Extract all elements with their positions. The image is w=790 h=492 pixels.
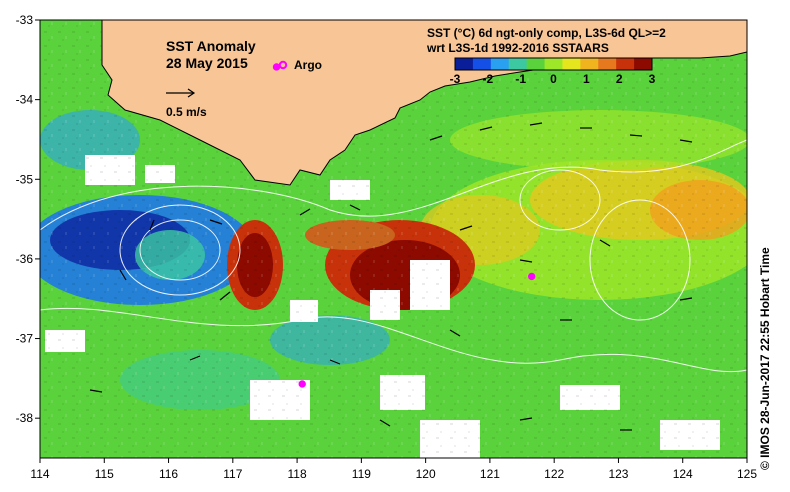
colorbar-swatch <box>472 58 492 70</box>
colorbar-tick-label: 0 <box>550 72 557 86</box>
lat-tick-label: -37 <box>16 332 34 346</box>
lat-tick-label: -35 <box>16 172 34 186</box>
lon-tick-label: 124 <box>673 467 693 481</box>
colorbar-swatch <box>562 58 581 70</box>
argo-float-marker <box>527 272 536 281</box>
lon-tick-label: 115 <box>95 467 114 481</box>
lat-tick-label: -38 <box>16 411 34 425</box>
colorbar-swatch <box>490 58 510 70</box>
colorbar: -3 -2 -1 0 1 2 3 <box>450 57 656 86</box>
lon-tick-label: 114 <box>30 467 49 481</box>
lon-tick-label: 123 <box>608 467 628 481</box>
lon-tick-label: 120 <box>416 467 436 481</box>
lon-tick-label: 122 <box>544 467 564 481</box>
colorbar-tick-label: -3 <box>450 72 461 86</box>
colorbar-tick-label: 2 <box>616 72 623 86</box>
lat-tick-label: -34 <box>16 93 34 107</box>
map-date: 28 May 2015 <box>166 55 248 71</box>
map-title: SST Anomaly <box>166 38 256 54</box>
colorbar-tick-label: 3 <box>649 72 656 86</box>
argo-legend-label: Argo <box>294 58 322 72</box>
lon-tick-label: 116 <box>159 467 178 481</box>
colorbar-swatch <box>598 58 617 70</box>
colorbar-swatch <box>526 58 546 70</box>
arrow-icon <box>166 88 196 98</box>
sst-field <box>40 20 747 458</box>
lon-tick-label: 125 <box>737 467 757 481</box>
colorbar-tick-label: -1 <box>515 72 526 86</box>
colorbar-swatch <box>544 58 563 70</box>
colorbar-tick-label: -2 <box>482 72 493 86</box>
credit-text: © IMOS 28-Jun-2017 22:55 Hobart Time <box>758 247 772 470</box>
lon-tick-label: 117 <box>223 467 242 481</box>
lat-tick-label: -36 <box>16 252 34 266</box>
colorbar-swatch <box>616 58 635 70</box>
latitude-axis: -33 -34 -35 -36 -37 -38 <box>16 13 40 425</box>
colorbar-swatch <box>508 58 528 70</box>
colorbar-outline <box>454 57 653 71</box>
argo-float-marker <box>272 63 281 71</box>
lon-tick-label: 121 <box>480 467 500 481</box>
colorbar-tick-label: 1 <box>583 72 590 86</box>
argo-legend: Argo <box>278 58 322 72</box>
vector-legend: 0.5 m/s <box>166 88 207 119</box>
lon-tick-label: 118 <box>288 467 307 481</box>
colorbar-swatch <box>634 58 653 70</box>
lon-tick-label: 119 <box>352 467 371 481</box>
argo-float-marker <box>298 380 306 388</box>
current-vectors <box>89 122 693 431</box>
lat-tick-label: -33 <box>16 13 34 27</box>
colorbar-swatch <box>580 58 599 70</box>
plot-frame <box>39 19 748 459</box>
vector-scale-label: 0.5 m/s <box>166 105 207 119</box>
argo-legend-icon <box>278 60 288 70</box>
reference-description: wrt L3S-1d 1992-2016 SSTAARS <box>426 41 609 55</box>
colorbar-swatch <box>455 58 474 70</box>
product-description: SST (°C) 6d ngt-only comp, L3S-6d QL>=2 <box>427 26 666 40</box>
longitude-axis: 114 115 116 117 118 119 120 121 122 123 124 125 <box>30 458 757 481</box>
